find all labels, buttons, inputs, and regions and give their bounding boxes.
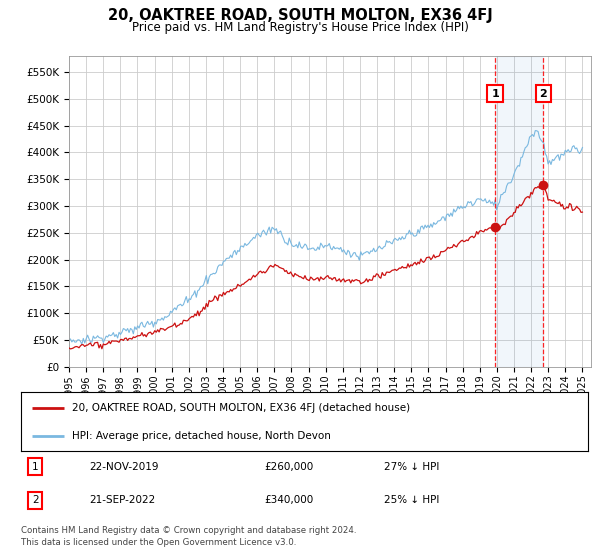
- Text: Contains HM Land Registry data © Crown copyright and database right 2024.
This d: Contains HM Land Registry data © Crown c…: [21, 526, 356, 547]
- Text: 22-NOV-2019: 22-NOV-2019: [89, 462, 158, 472]
- Text: 20, OAKTREE ROAD, SOUTH MOLTON, EX36 4FJ (detached house): 20, OAKTREE ROAD, SOUTH MOLTON, EX36 4FJ…: [72, 403, 410, 413]
- Text: 1: 1: [491, 88, 499, 99]
- Text: 2: 2: [539, 88, 547, 99]
- Text: 27% ↓ HPI: 27% ↓ HPI: [384, 462, 439, 472]
- Text: 1: 1: [32, 462, 38, 472]
- Text: 21-SEP-2022: 21-SEP-2022: [89, 495, 155, 505]
- Text: £260,000: £260,000: [265, 462, 314, 472]
- Text: 2: 2: [32, 495, 38, 505]
- Text: 20, OAKTREE ROAD, SOUTH MOLTON, EX36 4FJ: 20, OAKTREE ROAD, SOUTH MOLTON, EX36 4FJ: [107, 8, 493, 24]
- Text: Price paid vs. HM Land Registry's House Price Index (HPI): Price paid vs. HM Land Registry's House …: [131, 21, 469, 34]
- Text: £340,000: £340,000: [265, 495, 314, 505]
- Bar: [495, 56, 544, 367]
- Text: 25% ↓ HPI: 25% ↓ HPI: [384, 495, 439, 505]
- Text: HPI: Average price, detached house, North Devon: HPI: Average price, detached house, Nort…: [72, 431, 331, 441]
